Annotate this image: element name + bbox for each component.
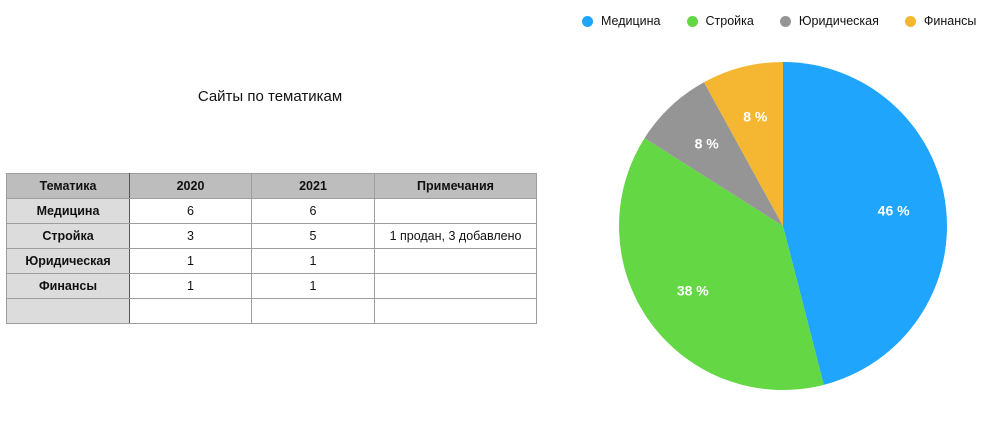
cell-2021: 1: [251, 248, 375, 274]
legend-label: Юридическая: [798, 14, 879, 28]
legend-item: Юридическая: [779, 14, 879, 28]
slice-label-3: 8 %: [695, 135, 720, 151]
table-row: Стройка 3 5 1 продан, 3 добавлено: [6, 223, 537, 249]
row-label: [6, 298, 130, 324]
cell-2020: 1: [129, 273, 252, 299]
slice-label-4: 8 %: [743, 109, 768, 125]
legend-item: Медицина: [582, 14, 661, 28]
legend-item: Стройка: [686, 14, 754, 28]
table-header-row: Тематика 2020 2021 Примечания: [6, 173, 537, 199]
pie-slice-4: [703, 62, 783, 226]
cell-notes: 1 продан, 3 добавлено: [374, 223, 537, 249]
cell-2020: 3: [129, 223, 252, 249]
row-label: Стройка: [6, 223, 130, 249]
row-label: Медицина: [6, 198, 130, 224]
pie-chart: 46 % 38 % 8 % 8 %: [619, 62, 947, 390]
cell-notes: [374, 248, 537, 274]
cell-2020: 6: [129, 198, 252, 224]
cell-notes: [374, 298, 537, 324]
slice-label-1: 46 %: [878, 203, 910, 219]
table-row: [6, 298, 537, 324]
legend-swatch: [904, 15, 916, 27]
pie-slice-3: [644, 82, 783, 226]
table-row: Медицина 6 6: [6, 198, 537, 224]
legend-item: Финансы: [904, 14, 977, 28]
legend-swatch: [686, 15, 698, 27]
cell-notes: [374, 273, 537, 299]
cell-2021: 5: [251, 223, 375, 249]
header-2021: 2021: [251, 173, 375, 199]
cell-2021: [251, 298, 375, 324]
row-label: Финансы: [6, 273, 130, 299]
header-topic: Тематика: [6, 173, 130, 199]
data-table: Тематика 2020 2021 Примечания Медицина 6…: [6, 173, 537, 324]
legend-label: Стройка: [705, 14, 754, 28]
row-label: Юридическая: [6, 248, 130, 274]
cell-2021: 6: [251, 198, 375, 224]
header-notes: Примечания: [374, 173, 537, 199]
legend-swatch: [582, 15, 593, 27]
header-2020: 2020: [129, 173, 252, 199]
legend-swatch: [779, 15, 791, 27]
table-row: Юридическая 1 1: [6, 248, 537, 274]
cell-2020: [129, 298, 252, 324]
table-title: Сайты по тематикам: [197, 88, 343, 105]
slice-label-2: 38 %: [677, 282, 709, 298]
pie-slice-1: [783, 62, 947, 385]
cell-notes: [374, 198, 537, 224]
cell-2020: 1: [129, 248, 252, 274]
legend-label: Медицина: [601, 14, 661, 28]
chart-legend: Медицина Стройка Юридическая Финансы: [582, 14, 976, 28]
pie-slice-2: [619, 138, 824, 390]
table-row: Финансы 1 1: [6, 273, 537, 299]
cell-2021: 1: [251, 273, 375, 299]
legend-label: Финансы: [923, 14, 977, 28]
